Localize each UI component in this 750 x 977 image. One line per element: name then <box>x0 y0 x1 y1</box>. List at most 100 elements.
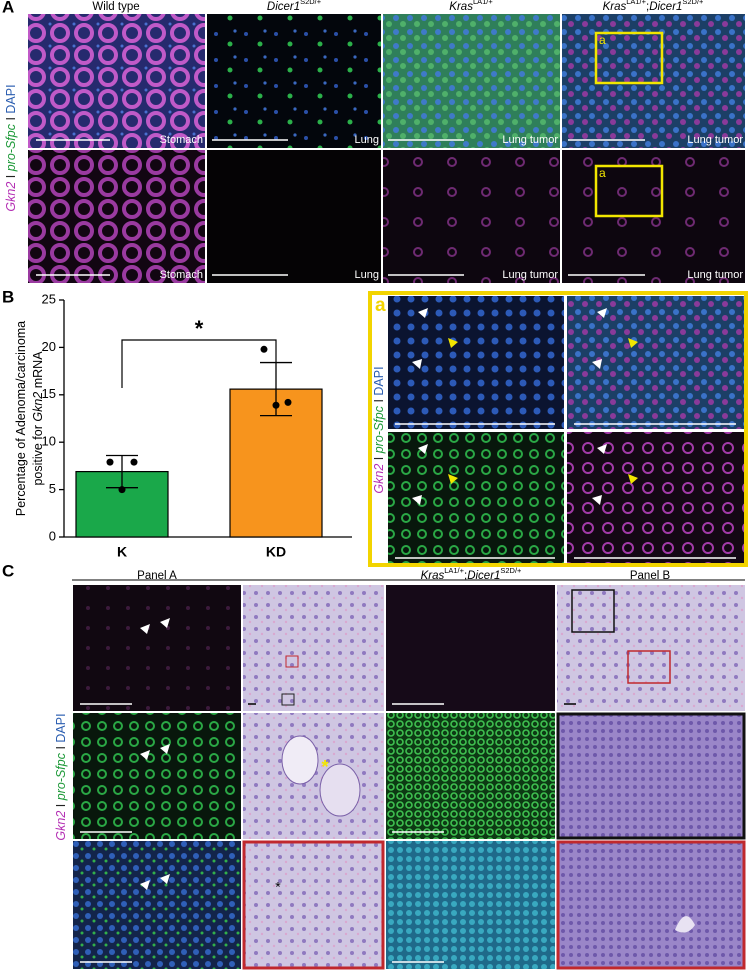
tissue-label: Lung tumor <box>687 269 743 281</box>
micrograph <box>73 841 241 969</box>
text-segment: Dicer1 <box>267 1 300 13</box>
micrograph <box>207 150 381 283</box>
text-segment: Gkn2 <box>31 392 45 422</box>
text-segment: Kras <box>449 1 473 13</box>
significance-label: * <box>195 316 204 341</box>
y-axis-label: Percentage of Adenoma/carcinoma <box>14 321 28 516</box>
text-segment: DAPI <box>372 366 386 395</box>
tissue-feature <box>281 735 319 785</box>
y-tick-label: 10 <box>42 434 56 449</box>
tissue-label: Lung tumor <box>502 269 558 281</box>
y-tick-label: 5 <box>49 481 56 496</box>
column-header: Wild type <box>92 1 139 13</box>
text-segment: ; <box>464 570 467 582</box>
text-segment: ; <box>646 1 649 13</box>
text-segment: S2D/+ <box>300 0 321 6</box>
arrowheads <box>140 618 170 890</box>
text-segment: LA1/+ <box>473 0 493 6</box>
data-point <box>284 398 292 406</box>
y-axis-label: positive for Gkn2 mRNA <box>31 351 45 486</box>
text-segment: positive for <box>31 422 45 486</box>
text-segment: I <box>54 800 68 810</box>
text-segment: DAPI <box>4 84 18 113</box>
text-segment: I <box>54 743 68 753</box>
text-segment: Dicer1 <box>467 570 500 582</box>
data-point <box>130 458 138 466</box>
text-segment: S2D/+ <box>682 0 703 6</box>
column-header: KrasLA1/+;Dicer1S2D/+ <box>603 0 704 13</box>
y-tick-label: 0 <box>49 528 56 543</box>
micrograph <box>386 585 555 711</box>
scale-bars <box>80 703 576 963</box>
micrograph <box>386 713 555 839</box>
roi-box <box>285 655 299 668</box>
tissue-label: Lung tumor <box>502 134 558 146</box>
text-segment: Kras <box>421 570 445 582</box>
text-segment: Wild type <box>92 1 139 13</box>
text-segment: I <box>4 114 18 124</box>
text-segment: Gkn2 <box>54 811 68 841</box>
micrograph <box>557 585 745 711</box>
text-segment: Kras <box>603 1 627 13</box>
roi-box <box>627 650 671 684</box>
data-point <box>106 458 114 466</box>
micrograph <box>243 585 384 711</box>
data-point <box>118 486 126 494</box>
micrograph <box>556 840 746 970</box>
panel-label: B <box>2 287 14 306</box>
data-point <box>272 401 280 409</box>
scale-bars <box>36 139 645 276</box>
content <box>28 14 748 970</box>
y-tick-label: 20 <box>42 339 56 354</box>
tissue-feature <box>675 916 695 933</box>
micrograph <box>383 14 560 148</box>
text-segment: DAPI <box>54 713 68 742</box>
text-segment: I <box>372 453 386 463</box>
text-segment: pro-Sfpc <box>4 123 18 172</box>
text-segment: Panel A <box>137 570 177 582</box>
data-point <box>260 345 268 353</box>
roi-box <box>281 693 295 706</box>
panel-label: C <box>2 561 14 580</box>
micrograph <box>207 14 381 148</box>
micrograph <box>562 14 745 148</box>
text-segment: Percentage of Adenoma/carcinoma <box>14 321 28 516</box>
text-segment: I <box>4 171 18 181</box>
annotation: * <box>275 879 281 895</box>
column-header: Dicer1S2D/+ <box>267 0 321 13</box>
column-header: KrasLA1/+ <box>449 0 492 13</box>
text-segment: mRNA <box>31 351 45 392</box>
inset-box <box>594 31 664 85</box>
tissue-label: Lung tumor <box>687 134 743 146</box>
inset-label: a <box>599 33 606 47</box>
y-tick-label: 25 <box>42 291 56 306</box>
text-segment: LA1/+ <box>444 566 464 575</box>
micrograph <box>73 585 241 711</box>
column-header: KrasLA1/+;Dicer1S2D/+ <box>421 566 522 582</box>
panel-label: A <box>2 0 14 16</box>
text-segment: Dicer1 <box>649 1 682 13</box>
column-header: Panel B <box>630 570 671 582</box>
text-segment: Gkn2 <box>372 464 386 494</box>
channel-label: Gkn2 I pro-Sfpc I DAPI <box>4 84 18 211</box>
channel-label: Gkn2 I pro-Sfpc I DAPI <box>372 366 386 493</box>
text-segment: LA1/+ <box>626 0 646 6</box>
x-tick-label: K <box>117 544 127 560</box>
micrograph <box>567 432 744 563</box>
tissue-label: Stomach <box>160 269 203 281</box>
tissue-label: Stomach <box>160 134 203 146</box>
significance-bracket <box>121 339 277 388</box>
micrograph <box>383 150 560 283</box>
column-header: Panel A <box>137 570 177 582</box>
inset-box <box>594 164 664 218</box>
micrograph <box>28 14 205 148</box>
inset-label: a <box>375 295 386 316</box>
micrograph <box>28 150 205 283</box>
x-tick-label: KD <box>266 544 286 560</box>
inset-frame <box>368 291 748 567</box>
tissue-label: Lung <box>355 269 379 281</box>
text-segment: S2D/+ <box>500 566 521 575</box>
text-segment: I <box>372 396 386 406</box>
text-segment: Gkn2 <box>4 182 18 212</box>
